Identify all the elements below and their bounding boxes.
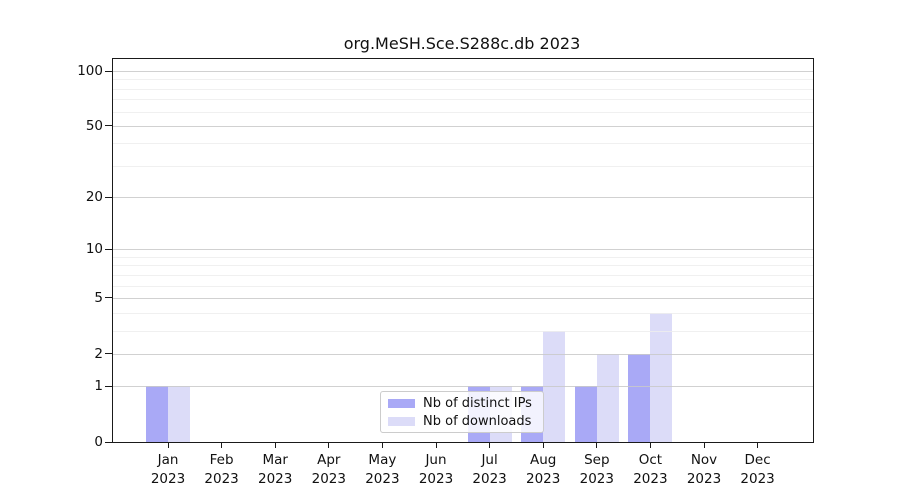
gridline-major — [113, 197, 813, 199]
x-axis-tick — [167, 442, 169, 448]
gridline-minor — [113, 111, 813, 113]
y-axis-tick — [105, 297, 112, 299]
x-axis-tick-label: May 2023 — [365, 452, 400, 487]
gridline-minor — [113, 143, 813, 145]
gridline-major — [113, 71, 813, 72]
bar-downloads-jan — [168, 386, 190, 442]
y-axis-tick — [105, 353, 112, 355]
x-axis-tick-label: Dec 2023 — [740, 452, 775, 487]
bar-downloads-oct — [650, 312, 673, 442]
x-axis-tick-label: Jul 2023 — [472, 452, 507, 487]
legend-swatch-downloads — [388, 416, 415, 426]
bar-downloads-sep — [596, 353, 619, 442]
x-axis-tick — [381, 442, 383, 448]
x-axis-tick — [542, 442, 544, 448]
x-axis-tick-label: Apr 2023 — [311, 452, 346, 487]
chart-title: org.MeSH.Sce.S288c.db 2023 — [343, 34, 581, 53]
y-axis-tick-label: 2 — [94, 345, 103, 362]
gridline-minor — [113, 265, 813, 267]
y-axis-tick-label: 1 — [94, 378, 103, 395]
x-axis-tick-label: Feb 2023 — [204, 452, 239, 487]
x-axis-tick-label: Sep 2023 — [579, 452, 614, 487]
x-axis-tick — [489, 442, 491, 448]
x-axis-tick — [274, 442, 276, 448]
legend-label-distinct-ips: Nb of distinct IPs — [423, 395, 532, 411]
y-axis-tick-label: 50 — [85, 117, 103, 134]
plot-area: 0 1 2 5 10 20 50 100 Jan 2023 Feb 2023 Mar 2023 Apr… — [77, 58, 814, 487]
x-axis-tick — [703, 442, 705, 448]
gridline-major — [113, 386, 813, 388]
gridline-minor — [113, 165, 813, 167]
bar-distinct-ips-jan — [146, 386, 168, 442]
gridline-minor — [113, 99, 813, 101]
y-axis-tick-label: 0 — [94, 434, 103, 450]
y-axis-tick-label: 5 — [94, 289, 103, 306]
gridline-minor — [113, 274, 813, 276]
gridline-minor — [113, 88, 813, 90]
gridline-major — [113, 125, 813, 127]
y-axis-tick — [105, 70, 112, 72]
gridline-minor — [113, 312, 813, 314]
x-axis-tick-label: Aug 2023 — [526, 452, 561, 487]
y-axis-tick-label: 10 — [85, 241, 103, 258]
x-axis-tick — [221, 442, 223, 448]
legend-label-downloads: Nb of downloads — [423, 413, 532, 429]
legend-swatch-distinct-ips — [388, 398, 415, 408]
gridline-minor — [113, 285, 813, 287]
x-axis-tick-label: Nov 2023 — [686, 452, 722, 487]
legend: Nb of distinct IPs Nb of downloads — [380, 391, 544, 433]
gridline-major — [113, 297, 813, 299]
x-axis-tick — [328, 442, 330, 448]
x-axis-tick-label: Jan 2023 — [150, 452, 186, 487]
x-axis-tick-label: Jun 2023 — [418, 452, 454, 487]
gridline-minor — [113, 256, 813, 258]
bar-distinct-ips-sep — [574, 386, 597, 442]
y-axis-tick — [105, 385, 112, 387]
y-axis-tick-label: 100 — [77, 63, 103, 79]
y-axis-tick — [105, 441, 112, 443]
x-axis-tick-label: Mar 2023 — [258, 452, 293, 487]
bar-distinct-ips-oct — [628, 353, 651, 442]
y-axis-tick — [105, 125, 112, 127]
legend-item-distinct-ips: Nb of distinct IPs — [381, 396, 543, 411]
x-axis-tick — [435, 442, 437, 448]
legend-item-downloads: Nb of downloads — [381, 414, 543, 429]
gridline-major — [113, 353, 813, 355]
y-axis-tick — [105, 248, 112, 250]
gridline-minor — [113, 79, 813, 81]
gridline-minor — [113, 330, 813, 332]
x-axis-tick — [757, 442, 759, 448]
x-axis-tick — [596, 442, 598, 448]
x-axis-tick-label: Oct 2023 — [633, 452, 668, 487]
y-axis-tick-label: 20 — [85, 189, 103, 206]
y-axis-tick — [105, 196, 112, 198]
gridline-major — [113, 249, 813, 251]
x-axis-tick — [649, 442, 651, 448]
